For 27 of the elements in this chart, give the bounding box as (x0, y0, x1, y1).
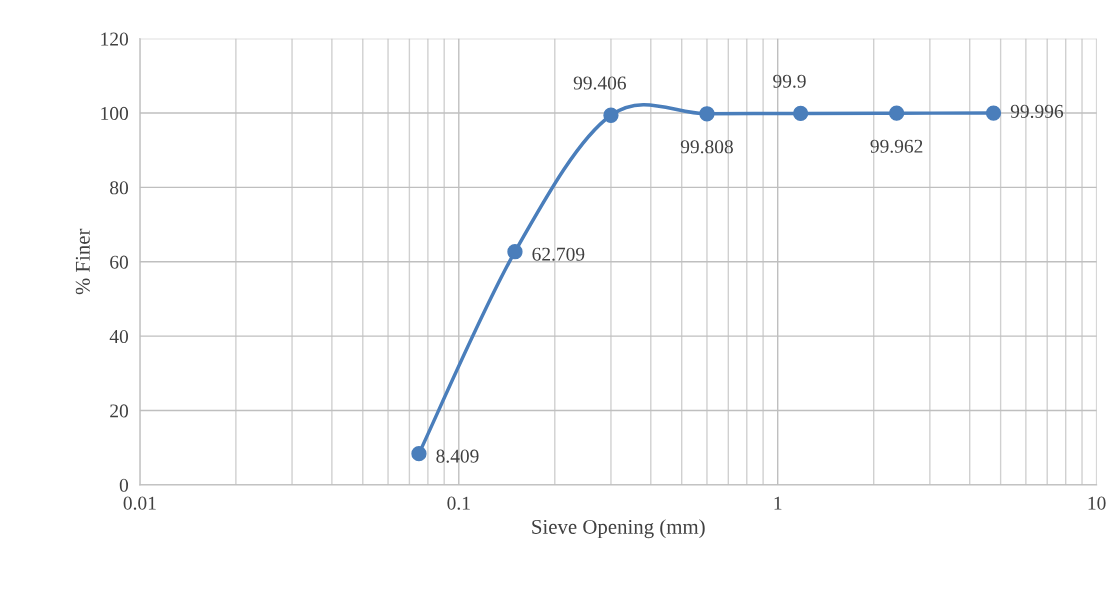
point (411, 446, 427, 462)
data-label: 99.996 (1010, 104, 1064, 119)
data-label: 99.406 (573, 76, 626, 90)
data-label: 99.962 (870, 139, 923, 153)
data-label: 8.409 (436, 449, 479, 463)
y-tick-label: 20 (110, 404, 129, 418)
data-label: 99.9 (773, 74, 806, 88)
y-tick-label: 120 (101, 32, 129, 46)
y-axis-title: % Finer (75, 228, 90, 295)
x-axis-title: Sieve Opening (mm) (532, 519, 705, 539)
point (985, 105, 1002, 121)
y-tick-label: 0 (119, 478, 129, 492)
x-tick-label: 0.1 (447, 496, 470, 510)
point (888, 105, 905, 121)
point (603, 107, 619, 123)
x-tick-label: 10 (1088, 496, 1106, 510)
y-tick-label: 60 (110, 255, 129, 269)
y-tick-label: 40 (109, 329, 129, 344)
y-tick-label: 80 (110, 181, 129, 195)
data-label: 99.808 (680, 140, 733, 154)
point (507, 244, 523, 260)
y-tick-label: 100 (101, 106, 129, 120)
data-label: 62.709 (532, 247, 585, 261)
point (699, 106, 715, 122)
point (792, 105, 809, 122)
x-tick-label: 0.01 (123, 496, 156, 510)
x-tick-label: 1 (774, 496, 782, 510)
